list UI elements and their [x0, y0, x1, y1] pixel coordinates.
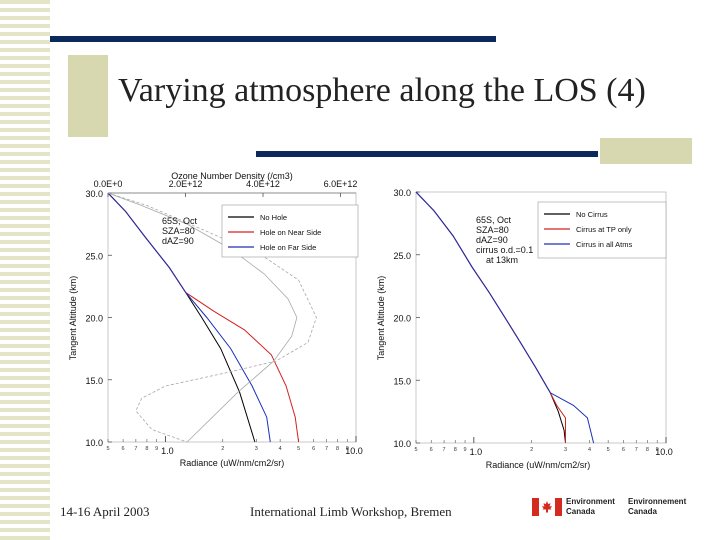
- legend-box: [537, 201, 667, 259]
- title-rule-bottom: [256, 151, 598, 157]
- x-minor-label: 8: [145, 446, 148, 452]
- x-major-label: 1.0: [470, 447, 483, 457]
- environment-canada-logo: Environment Canada Environnement Canada: [532, 496, 692, 520]
- legend-label: Hole on Near Side: [260, 228, 321, 237]
- legend-label: Cirrus in all Atms: [576, 240, 633, 249]
- x-minor-label: 8: [336, 446, 339, 452]
- y-tick-label: 10.0: [85, 438, 103, 448]
- series-line-3: [107, 192, 271, 443]
- canada-flag-icon: [532, 498, 562, 516]
- y-tick-label: 15.0: [85, 376, 103, 386]
- x-minor-label: 9: [656, 447, 659, 453]
- annotation-line: SZA=80: [476, 225, 509, 235]
- x-minor-label: 2: [530, 447, 533, 453]
- x-minor-label: 5: [106, 446, 109, 452]
- legend-label: Cirrus at TP only: [576, 225, 632, 234]
- x-minor-label: 5: [297, 446, 300, 452]
- logo-text-en-1: Environment: [566, 497, 615, 506]
- decorative-stripe: [0, 0, 50, 540]
- logo-text-fr-1: Environnement: [628, 497, 687, 506]
- legend-label: Hole on Far Side: [260, 243, 316, 252]
- decorative-olive-block: [68, 55, 108, 137]
- decorative-olive-bar: [600, 138, 692, 164]
- y-tick-label: 30.0: [85, 189, 103, 199]
- x-axis-label: Radiance (uW/nm/cm2/sr): [180, 458, 285, 468]
- x-minor-label: 5: [414, 447, 417, 453]
- series-line-5: [107, 192, 298, 443]
- logo-text-fr-2: Canada: [628, 507, 657, 516]
- legend-label: No Hole: [260, 213, 287, 222]
- logo-text-en-2: Canada: [566, 507, 595, 516]
- x-major-label: 1.0: [161, 446, 174, 456]
- top-axis-title: Ozone Number Density (/cm3): [171, 171, 293, 181]
- x-minor-label: 8: [646, 447, 649, 453]
- annotation-line: at 13km: [486, 255, 518, 265]
- slide-title: Varying atmosphere along the LOS (4): [118, 72, 646, 109]
- x-minor-label: 9: [346, 446, 349, 452]
- x-minor-label: 9: [464, 447, 467, 453]
- y-tick-label: 25.0: [393, 251, 411, 261]
- top-axis-label: 2.0E+12: [169, 179, 203, 189]
- x-axis-label: Radiance (uW/nm/cm2/sr): [486, 460, 591, 470]
- series-line-3: [415, 191, 595, 444]
- annotation-line: 65S, Oct: [476, 215, 512, 225]
- x-minor-label: 4: [279, 446, 282, 452]
- y-tick-label: 20.0: [393, 314, 411, 324]
- top-axis-label: 4.0E+12: [246, 179, 280, 189]
- x-major-label: 10.0: [345, 446, 363, 456]
- y-tick-label: 10.0: [393, 439, 411, 449]
- y-axis-label: Tangent Altitude (km): [68, 276, 78, 361]
- x-minor-label: 7: [443, 447, 446, 453]
- x-minor-label: 5: [607, 447, 610, 453]
- x-major-label: 10.0: [655, 447, 673, 457]
- x-minor-label: 6: [430, 447, 433, 453]
- y-tick-label: 25.0: [85, 251, 103, 261]
- legend-label: No Cirrus: [576, 210, 608, 219]
- y-axis-label: Tangent Altitude (km): [376, 276, 386, 361]
- x-minor-label: 7: [325, 446, 328, 452]
- x-minor-label: 7: [635, 447, 638, 453]
- top-axis-label: 6.0E+12: [324, 179, 358, 189]
- y-tick-label: 15.0: [393, 376, 411, 386]
- footer-workshop: International Limb Workshop, Bremen: [250, 504, 452, 519]
- x-minor-label: 6: [122, 446, 125, 452]
- annotation-line: 65S, Oct: [162, 216, 198, 226]
- x-minor-label: 8: [454, 447, 457, 453]
- x-minor-label: 7: [134, 446, 137, 452]
- annotation-line: dAZ=90: [162, 236, 194, 246]
- annotation-line: dAZ=90: [476, 235, 508, 245]
- x-minor-label: 9: [155, 446, 158, 452]
- annotation-line: SZA=80: [162, 226, 195, 236]
- legend-box: [221, 204, 359, 258]
- y-tick-label: 30.0: [393, 188, 411, 198]
- y-tick-label: 20.0: [85, 314, 103, 324]
- x-minor-label: 3: [255, 446, 258, 452]
- top-axis-label: 0.0E+0: [94, 179, 123, 189]
- x-minor-label: 3: [564, 447, 567, 453]
- x-minor-label: 4: [588, 447, 591, 453]
- footer-date: 14-16 April 2003: [60, 504, 150, 519]
- annotation-line: cirrus o.d.=0.1: [476, 245, 533, 255]
- x-minor-label: 2: [221, 446, 224, 452]
- x-minor-label: 6: [312, 446, 315, 452]
- x-minor-label: 6: [622, 447, 625, 453]
- title-rule-top: [50, 36, 496, 42]
- series-line-4: [107, 192, 317, 443]
